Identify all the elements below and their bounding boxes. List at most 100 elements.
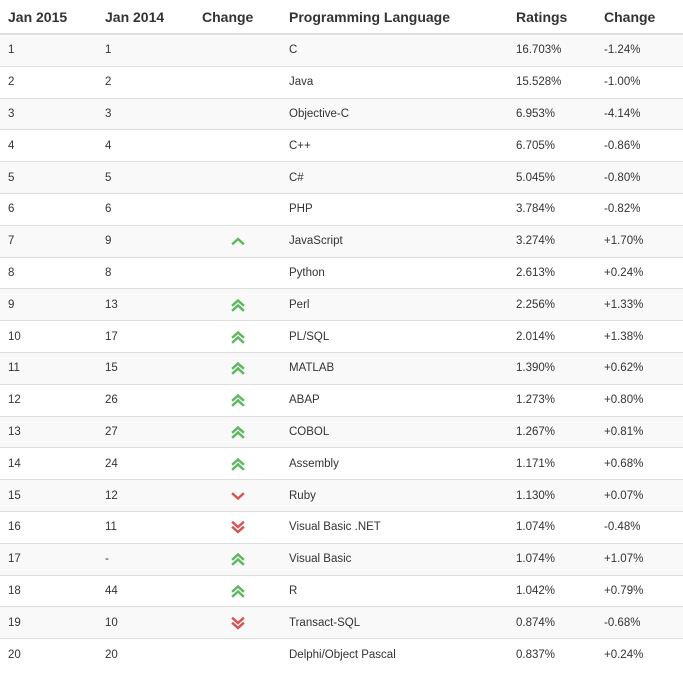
rating-change-cell: +0.24% (596, 256, 683, 289)
header-rating-change: Change (596, 0, 683, 35)
rank-2014-cell: 8 (97, 256, 194, 289)
rating-change-cell: +1.70% (596, 224, 683, 258)
rating-change-cell: -0.80% (596, 161, 683, 194)
rank-2015-cell: 2 (0, 65, 97, 99)
table-row: 16 11 Visual Basic .NET 1.074% -0.48% (0, 510, 683, 544)
rank-2014-cell: 6 (97, 192, 194, 226)
rating-cell: 1.130% (508, 479, 596, 512)
table-row: 8 8 Python 2.613% +0.24% (0, 256, 683, 289)
rating-cell: 1.074% (508, 510, 596, 544)
rating-change-cell: -0.48% (596, 510, 683, 544)
rating-change-cell: +1.07% (596, 542, 683, 576)
table-body: 1 1 C 16.703% -1.24% 2 2 Java 15.528% -1.00% 3 3 Obj… (0, 34, 683, 670)
table-row: 14 24 Assembly 1.171% +0.68% (0, 447, 683, 480)
header-row: Jan 2015 Jan 2014 Change Programming Lan… (0, 0, 683, 35)
rank-change-cell (194, 65, 281, 99)
rank-2015-cell: 16 (0, 510, 97, 544)
rating-cell: 2.014% (508, 320, 596, 353)
rank-change-cell (194, 383, 281, 417)
table-row: 3 3 Objective-C 6.953% -4.14% (0, 97, 683, 130)
rank-change-cell (194, 447, 281, 480)
rank-2015-cell: 6 (0, 192, 97, 226)
rank-change-cell (194, 606, 281, 639)
rank-change-cell (194, 574, 281, 607)
rank-change-cell (194, 129, 281, 162)
rank-2015-cell: 19 (0, 606, 97, 639)
header-jan-2015: Jan 2015 (0, 0, 97, 35)
rank-2014-cell: 1 (97, 34, 194, 67)
table-row: 15 12 Ruby 1.130% +0.07% (0, 479, 683, 512)
rank-change-cell (194, 351, 281, 385)
rating-change-cell: +0.24% (596, 638, 683, 670)
table-row: 17- Visual Basic 1.074% +1.07% (0, 542, 683, 576)
rank-2014-cell: 17 (97, 320, 194, 353)
table-row: 4 4 C++ 6.705% -0.86% (0, 129, 683, 162)
language-cell: Visual Basic (281, 542, 508, 576)
rating-change-cell: +0.07% (596, 479, 683, 512)
rank-2014-cell: 11 (97, 510, 194, 544)
rating-cell: 1.267% (508, 415, 596, 448)
table-row: 13 27 COBOL 1.267% +0.81% (0, 415, 683, 448)
rank-2014-cell: 24 (97, 447, 194, 480)
rank-2014-cell: 10 (97, 606, 194, 639)
ranking-table: Jan 2015 Jan 2014 Change Programming Lan… (0, 0, 683, 670)
rating-change-cell: +0.81% (596, 415, 683, 448)
rank-2014-cell: 2 (97, 65, 194, 99)
language-cell: ABAP (281, 383, 508, 417)
rating-cell: 2.613% (508, 256, 596, 289)
rank-change-cell (194, 224, 281, 258)
rank-change-cell (194, 510, 281, 544)
rank-2014-cell: 3 (97, 97, 194, 130)
rating-cell: 1.390% (508, 351, 596, 385)
rating-cell: 1.042% (508, 574, 596, 607)
language-cell: R (281, 574, 508, 607)
rating-change-cell: +0.68% (596, 447, 683, 480)
language-cell: Transact-SQL (281, 606, 508, 639)
rating-cell: 6.705% (508, 129, 596, 162)
double-chevron-up-icon (230, 393, 245, 407)
rating-change-cell: -0.86% (596, 129, 683, 162)
language-cell: COBOL (281, 415, 508, 448)
rating-change-cell: -0.68% (596, 606, 683, 639)
language-cell: C (281, 34, 508, 67)
chevron-down-icon (230, 489, 245, 503)
header-ratings: Ratings (508, 0, 596, 35)
header-rank-change: Change (194, 0, 281, 35)
language-cell: Python (281, 256, 508, 289)
rank-change-cell (194, 415, 281, 448)
language-cell: Objective-C (281, 97, 508, 130)
rank-2015-cell: 9 (0, 288, 97, 321)
table-row: 7 9 JavaScript 3.274% +1.70% (0, 224, 683, 258)
rating-cell: 2.256% (508, 288, 596, 321)
table-row: 12 26 ABAP 1.273% +0.80% (0, 383, 683, 417)
rating-change-cell: +1.33% (596, 288, 683, 321)
rating-change-cell: +1.38% (596, 320, 683, 353)
rank-2014-cell: 13 (97, 288, 194, 321)
rating-cell: 6.953% (508, 97, 596, 130)
rank-2014-cell: 15 (97, 351, 194, 385)
rank-change-cell (194, 638, 281, 670)
rank-2015-cell: 12 (0, 383, 97, 417)
double-chevron-up-icon (230, 330, 245, 344)
rank-2015-cell: 3 (0, 97, 97, 130)
language-cell: PL/SQL (281, 320, 508, 353)
rating-cell: 0.837% (508, 638, 596, 670)
table-row: 6 6 PHP 3.784% -0.82% (0, 192, 683, 226)
language-cell: Delphi/Object Pascal (281, 638, 508, 670)
rank-2015-cell: 4 (0, 129, 97, 162)
rank-change-cell (194, 256, 281, 289)
rank-change-cell (194, 320, 281, 353)
rank-2015-cell: 5 (0, 161, 97, 194)
rank-2015-cell: 18 (0, 574, 97, 607)
rank-2015-cell: 1 (0, 34, 97, 67)
rank-change-cell (194, 288, 281, 321)
double-chevron-up-icon (230, 361, 245, 376)
rank-2014-cell: - (97, 542, 194, 576)
table-row: 1 1 C 16.703% -1.24% (0, 34, 683, 67)
rating-cell: 16.703% (508, 34, 596, 67)
rank-change-cell (194, 34, 281, 67)
table-row: 5 5 C# 5.045% -0.80% (0, 161, 683, 194)
rating-cell: 1.074% (508, 542, 596, 576)
rank-2015-cell: 13 (0, 415, 97, 448)
rank-2014-cell: 12 (97, 479, 194, 512)
